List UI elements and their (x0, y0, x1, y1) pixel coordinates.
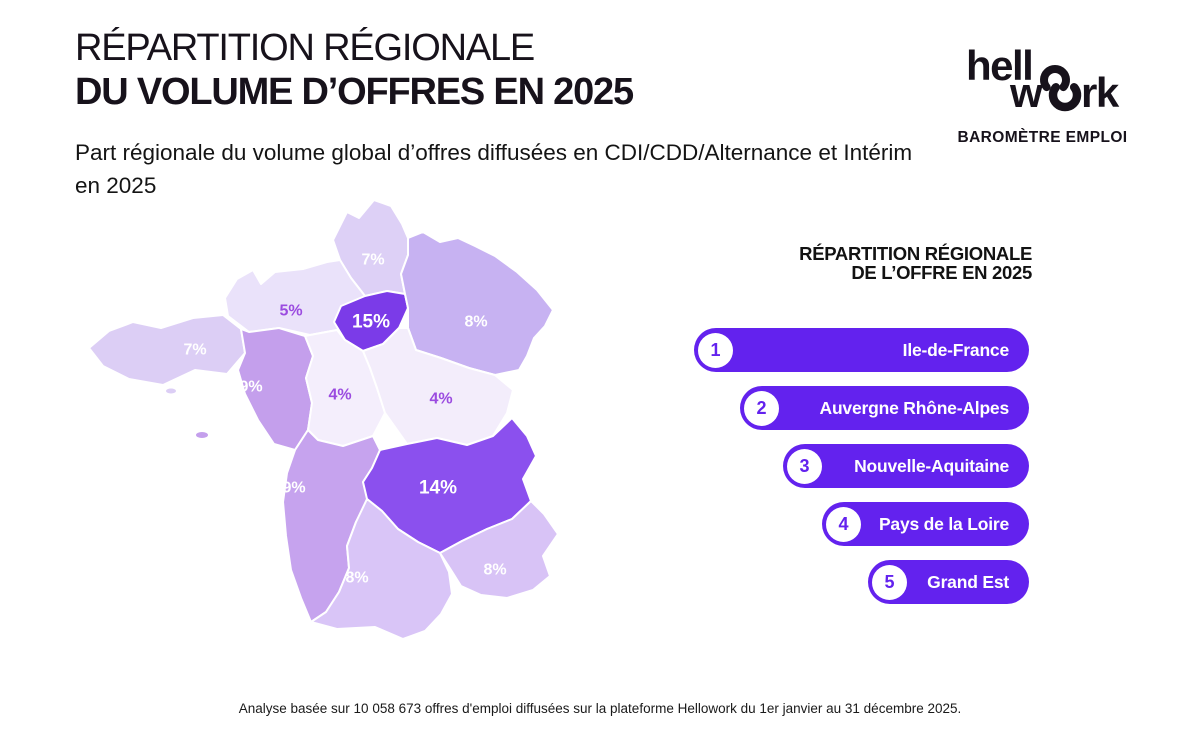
logo-open-o-top-icon (1040, 65, 1070, 92)
ranking-title: RÉPARTITION RÉGIONALE DE L’OFFRE EN 2025 (799, 244, 1032, 282)
rank-badge: 1 (698, 332, 733, 368)
ranking-item-1: 1 Ile-de-France (694, 328, 1029, 372)
logo-open-o-bottom-icon (1048, 83, 1082, 112)
rank-badge: 4 (826, 506, 861, 542)
map-region-grand-est (400, 231, 554, 376)
map-region-label-auvergne-rhone-alpes: 14% (419, 478, 457, 499)
ranking-item-3: 3 Nouvelle-Aquitaine (783, 444, 1029, 488)
map-island (166, 388, 176, 394)
rank-label: Grand Est (927, 571, 1009, 592)
map-region-label-grand-est: 8% (464, 314, 487, 331)
logo-text-hell: hell (966, 42, 1032, 89)
map-island (196, 432, 208, 438)
map-region-bourgogne-franche-comte (362, 327, 514, 446)
ranking-item-2: 2 Auvergne Rhône-Alpes (740, 386, 1029, 430)
rank-label: Pays de la Loire (878, 513, 1009, 534)
map-region-label-occitanie: 8% (345, 570, 368, 587)
map-region-label-ile-de-france: 15% (352, 312, 390, 333)
logo-text-rk: rk (1081, 69, 1120, 116)
rank-badge: 2 (744, 390, 779, 426)
ranking-title-line1: RÉPARTITION RÉGIONALE (799, 243, 1032, 264)
page-title-line1: RÉPARTITION RÉGIONALE (75, 27, 535, 69)
rank-label: Auvergne Rhône-Alpes (819, 397, 1010, 418)
france-map: 7% 5% 15% 8% 7% 9% 4% 4% 9% 14% 8% 8% (88, 199, 559, 640)
ranking-item-5: 5 Grand Est (868, 560, 1029, 604)
map-region-bretagne (88, 314, 246, 386)
ranking-title-line2: DE L’OFFRE EN 2025 (851, 262, 1032, 283)
logo-tagline: BAROMÈTRE EMPLOI (957, 129, 1128, 146)
map-region-label-provence-alpes-cote-d-azur: 8% (483, 562, 506, 579)
rank-label: Ile-de-France (902, 339, 1010, 360)
page-title-line2: DU VOLUME D’OFFRES EN 2025 (75, 71, 634, 113)
map-region-occitanie (310, 498, 453, 640)
france-map-container: 7% 5% 15% 8% 7% 9% 4% 4% 9% 14% 8% 8% (75, 198, 585, 658)
ranking-list: 1 Ile-de-France 2 Auvergne Rhône-Alpes 3… (694, 328, 1029, 618)
rank-label: Nouvelle-Aquitaine (854, 455, 1009, 476)
map-region-label-hauts-de-france: 7% (361, 252, 384, 269)
page-subtitle: Part régionale du volume global d’offres… (75, 140, 913, 198)
map-region-label-nouvelle-aquitaine: 9% (282, 480, 305, 497)
map-region-label-bretagne: 7% (183, 342, 206, 359)
map-region-label-normandie: 5% (279, 303, 302, 320)
rank-badge: 3 (787, 448, 822, 484)
map-region-label-bourgogne-franche-comte: 4% (429, 391, 452, 408)
hellowork-logo-icon: hell w rk (966, 42, 1121, 116)
map-region-label-pays-de-la-loire: 9% (239, 379, 262, 396)
rank-badge: 5 (872, 564, 907, 600)
map-region-provence-alpes-cote-d-azur (439, 500, 559, 599)
logo-text-w: w (1009, 69, 1043, 116)
map-region-centre-val-de-loire (304, 329, 386, 447)
hellowork-logo: hell w rk (960, 32, 1140, 127)
ranking-item-4: 4 Pays de la Loire (822, 502, 1029, 546)
page-title: RÉPARTITION RÉGIONALE DU VOLUME D’OFFRES… (75, 26, 634, 114)
footer-note: Analyse basée sur 10 058 673 offres d'em… (238, 701, 962, 716)
map-region-label-centre-val-de-loire: 4% (328, 387, 351, 404)
